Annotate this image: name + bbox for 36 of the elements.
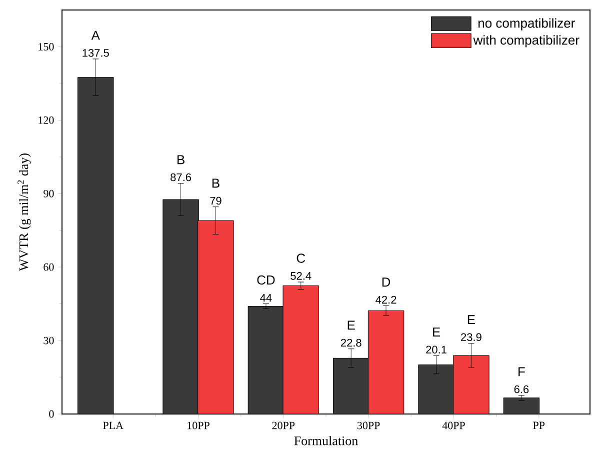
legend-label: with compatibilizer: [473, 35, 580, 48]
x-tick-label: 30PP: [357, 422, 380, 430]
y-tick-label: 120: [38, 116, 54, 124]
annotation: E: [468, 315, 475, 324]
data-label: 22.8: [340, 338, 362, 347]
annotation: E: [348, 320, 355, 330]
y-tick-label: 0: [49, 410, 54, 418]
annotation: B: [212, 178, 220, 188]
data-label: 44: [260, 294, 272, 302]
y-axis-title: WVTR (g mil/m$^{2}$ day): [18, 154, 31, 271]
data-label: 6.6: [514, 385, 529, 394]
annotation: B: [178, 155, 184, 164]
data-label: 23.9: [461, 333, 482, 342]
annotation: CD: [257, 275, 275, 285]
legend-label: no compatibilizer: [478, 18, 575, 30]
y-tick-label: 60: [44, 263, 54, 271]
x-axis-title: Formulation: [294, 436, 358, 446]
annotation: F: [518, 367, 525, 376]
data-label: 20.1: [426, 346, 446, 354]
y-tick-label: 30: [44, 336, 54, 344]
x-tick-label: 20PP: [272, 422, 295, 430]
x-tick-label: 40PP: [442, 422, 465, 430]
y-tick-label: 150: [38, 43, 54, 50]
data-label: 52.4: [290, 272, 312, 280]
annotation: C: [296, 254, 306, 263]
data-label: 42.2: [376, 296, 396, 304]
x-tick-label: PP: [533, 422, 545, 429]
x-tick-label: PLA: [103, 422, 124, 430]
annotation: A: [91, 30, 100, 40]
annotation: D: [382, 278, 390, 287]
data-label: 137.5: [82, 48, 109, 57]
y-tick-label: 90: [44, 190, 54, 198]
annotation: E: [433, 328, 440, 337]
data-label: 87.6: [170, 173, 192, 182]
data-label: 79: [210, 196, 222, 205]
x-tick-label: 10PP: [188, 422, 210, 430]
